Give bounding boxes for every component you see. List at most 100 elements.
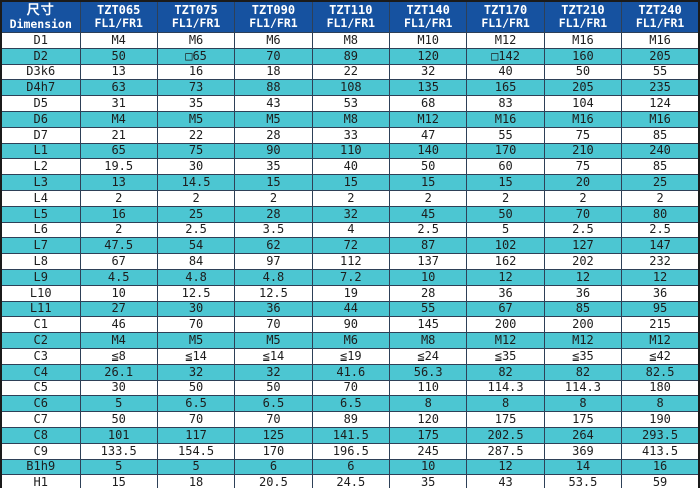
cell-l11-tzt110: 44 [311, 300, 391, 318]
cell-c7-tzt110: 89 [311, 411, 391, 428]
cell-h1-tzt240: 59 [621, 474, 700, 488]
table-row-d7: D7 21 22 28 33 47 55 75 85 [0, 126, 700, 144]
table-row-h1: H1 15 18 20.5 24.5 35 43 53.5 59 [0, 474, 700, 488]
cell-d4h7-tzt210: 205 [543, 79, 623, 97]
table-row-l6: L6 2 2.5 3.5 4 2.5 5 2.5 2.5 [0, 221, 700, 239]
table-row-c8: C8 101 117 125 141.5 175 202.5 264 293.5 [0, 426, 700, 444]
cell-l10-tzt110: 19 [311, 284, 391, 302]
cell-c4-tzt140: 56.3 [388, 363, 468, 381]
cell-d5-tzt240: 124 [621, 95, 700, 112]
cell-d6-tzt090: M5 [234, 110, 313, 128]
cell-b1h9-tzt110: 6 [311, 458, 391, 476]
row-label: D2 [0, 47, 81, 65]
cell-b1h9-tzt075: 5 [156, 458, 236, 476]
header-dimension-cell: 尺寸 Dimension [0, 0, 81, 33]
table-row-l1: L1 65 75 90 110 140 170 210 240 [0, 142, 700, 160]
cell-l11-tzt075: 30 [156, 300, 236, 318]
cell-l3-tzt210: 20 [543, 174, 623, 191]
cell-l9-tzt110: 7.2 [311, 268, 391, 286]
cell-d5-tzt090: 43 [234, 95, 313, 112]
cell-d2-tzt090: 70 [234, 47, 313, 65]
dimension-label-en: Dimension [9, 16, 72, 31]
cell-b1h9-tzt210: 14 [543, 458, 623, 476]
cell-c9-tzt065: 133.5 [79, 442, 158, 460]
table-row-l2: L2 19.5 30 35 40 50 60 75 85 [0, 158, 700, 176]
cell-d3k6-tzt090: 18 [234, 63, 313, 81]
column-header-tzt075: TZT075 FL1/FR1 [156, 0, 236, 33]
cell-l7-tzt065: 47.5 [79, 237, 158, 255]
table-row-l7: L7 47.5 54 62 72 87 102 127 147 [0, 237, 700, 255]
cell-h1-tzt110: 24.5 [311, 474, 391, 488]
column-header-tzt110: TZT110 FL1/FR1 [311, 0, 391, 33]
cell-l4-tzt240: 2 [621, 189, 700, 207]
cell-d4h7-tzt170: 165 [466, 79, 545, 97]
cell-c9-tzt110: 196.5 [311, 442, 391, 460]
cell-d1-tzt140: M10 [388, 32, 468, 49]
dimension-label-zh: 尺寸 [26, 2, 55, 18]
cell-d7-tzt065: 21 [79, 126, 158, 144]
cell-d2-tzt065: 50 [79, 47, 158, 65]
column-sub-label: FL1/FR1 [481, 16, 530, 31]
cell-c7-tzt210: 175 [543, 411, 623, 428]
cell-l9-tzt065: 4.5 [79, 268, 158, 286]
cell-c4-tzt240: 82.5 [621, 363, 700, 381]
cell-l7-tzt140: 87 [388, 237, 468, 255]
cell-l4-tzt170: 2 [466, 189, 545, 207]
cell-h1-tzt090: 20.5 [234, 474, 313, 488]
cell-c3-tzt110: ≦19 [311, 347, 391, 365]
cell-c1-tzt240: 215 [621, 316, 700, 334]
cell-l11-tzt170: 67 [466, 300, 545, 318]
cell-d6-tzt240: M16 [621, 110, 700, 128]
cell-l9-tzt240: 12 [621, 268, 700, 286]
table-row-c7: C7 50 70 70 89 120 175 175 190 [0, 411, 700, 428]
table-row-c3: C3 ≦8 ≦14 ≦14 ≦19 ≦24 ≦35 ≦35 ≦42 [0, 347, 700, 365]
row-label: B1h9 [0, 458, 81, 476]
cell-l4-tzt075: 2 [156, 189, 236, 207]
cell-d4h7-tzt110: 108 [311, 79, 391, 97]
table-row-c5: C5 30 50 50 70 110 114.3 114.3 180 [0, 379, 700, 397]
cell-d3k6-tzt110: 22 [311, 63, 391, 81]
table-row-c4: C4 26.1 32 32 41.6 56.3 82 82 82.5 [0, 363, 700, 381]
cell-d4h7-tzt140: 135 [388, 79, 468, 97]
row-label: C8 [0, 426, 81, 444]
cell-l8-tzt210: 202 [543, 253, 623, 270]
cell-d7-tzt110: 33 [311, 126, 391, 144]
cell-c9-tzt240: 413.5 [621, 442, 700, 460]
cell-d5-tzt170: 83 [466, 95, 545, 112]
cell-c6-tzt240: 8 [621, 395, 700, 413]
table-row-d5: D5 31 35 43 53 68 83 104 124 [0, 95, 700, 112]
cell-l1-tzt075: 75 [156, 142, 236, 160]
row-label: D6 [0, 110, 81, 128]
cell-d7-tzt140: 47 [388, 126, 468, 144]
cell-c2-tzt075: M5 [156, 332, 236, 349]
cell-l7-tzt210: 127 [543, 237, 623, 255]
cell-c7-tzt240: 190 [621, 411, 700, 428]
cell-d2-tzt110: 89 [311, 47, 391, 65]
cell-l6-tzt110: 4 [311, 221, 391, 239]
cell-c6-tzt140: 8 [388, 395, 468, 413]
table-row-l5: L5 16 25 28 32 45 50 70 80 [0, 205, 700, 223]
cell-l4-tzt090: 2 [234, 189, 313, 207]
cell-c9-tzt140: 245 [388, 442, 468, 460]
table-row-d3k6: D3k6 13 16 18 22 32 40 50 55 [0, 63, 700, 81]
table-row-l9: L9 4.5 4.8 4.8 7.2 10 12 12 12 [0, 268, 700, 286]
table-row-d1: D1 M4 M6 M6 M8 M10 M12 M16 M16 [0, 32, 700, 49]
row-label: L4 [0, 189, 81, 207]
cell-c7-tzt065: 50 [79, 411, 158, 428]
row-label: L7 [0, 237, 81, 255]
cell-l3-tzt110: 15 [311, 174, 391, 191]
cell-d7-tzt090: 28 [234, 126, 313, 144]
cell-d7-tzt240: 85 [621, 126, 700, 144]
cell-l1-tzt065: 65 [79, 142, 158, 160]
row-label: L9 [0, 268, 81, 286]
row-label: L1 [0, 142, 81, 160]
cell-c9-tzt075: 154.5 [156, 442, 236, 460]
cell-d4h7-tzt240: 235 [621, 79, 700, 97]
cell-c4-tzt170: 82 [466, 363, 545, 381]
cell-b1h9-tzt065: 5 [79, 458, 158, 476]
table-row-d2: D2 50 □65 70 89 120 □142 160 205 [0, 47, 700, 65]
cell-c5-tzt065: 30 [79, 379, 158, 397]
cell-l2-tzt075: 30 [156, 158, 236, 176]
cell-d1-tzt065: M4 [79, 32, 158, 49]
